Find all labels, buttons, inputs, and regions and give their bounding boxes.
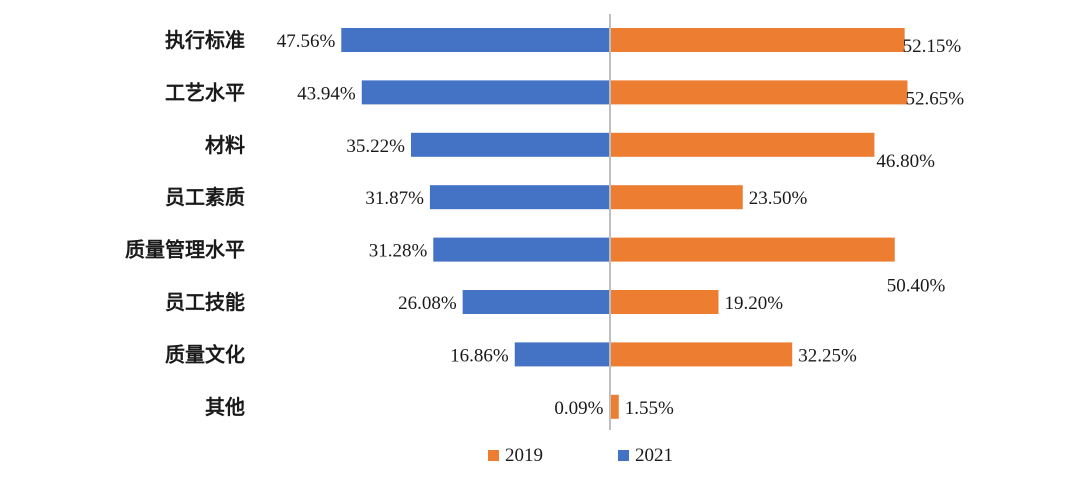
category-label-5: 员工技能 <box>165 290 245 314</box>
bar-2019-1 <box>610 80 908 105</box>
bar-2021-4 <box>433 237 610 262</box>
bar-2019-6 <box>610 342 793 367</box>
category-label-7: 其他 <box>205 395 245 419</box>
value-label-2021-5: 26.08% <box>398 293 457 314</box>
value-label-2019-3: 23.50% <box>749 188 808 209</box>
value-label-2019-2: 46.80% <box>876 151 935 172</box>
value-label-2019-7: 1.55% <box>625 398 674 419</box>
bar-2019-3 <box>610 185 743 210</box>
value-label-2021-1: 43.94% <box>297 83 356 104</box>
category-label-0: 执行标准 <box>165 28 245 52</box>
value-label-2021-0: 47.56% <box>277 31 336 52</box>
legend-label-2019: 2019 <box>505 445 543 466</box>
value-label-2021-4: 31.28% <box>369 241 428 262</box>
value-label-2019-0: 52.15% <box>903 36 962 57</box>
value-label-2021-7: 0.09% <box>554 398 603 419</box>
value-label-2021-3: 31.87% <box>365 188 424 209</box>
legend: 2019 2021 <box>488 445 673 466</box>
series-2019-bars <box>610 28 908 419</box>
bar-2021-5 <box>462 290 610 314</box>
value-label-2019-6: 32.25% <box>798 345 857 366</box>
bar-2019-4 <box>610 237 895 262</box>
category-label-4: 质量管理水平 <box>125 238 245 262</box>
bar-2019-0 <box>610 28 905 52</box>
bar-2021-1 <box>361 80 610 105</box>
bar-2019-2 <box>610 132 875 157</box>
legend-label-2021: 2021 <box>635 445 673 466</box>
bar-2019-7 <box>610 394 619 419</box>
bar-2021-2 <box>411 132 610 157</box>
value-labels: 47.56% 52.15% 43.94% 52.65% 35.22% 46.80% 31.8… <box>277 31 965 419</box>
bar-2021-3 <box>429 185 610 210</box>
legend-swatch-2019 <box>488 450 499 461</box>
value-label-2019-1: 52.65% <box>905 88 964 109</box>
series-2021-bars <box>341 28 610 419</box>
legend-swatch-2021 <box>618 450 629 461</box>
category-label-1: 工艺水平 <box>165 80 245 104</box>
bar-2021-0 <box>341 28 610 52</box>
value-label-2019-5: 19.20% <box>724 293 783 314</box>
bar-2021-6 <box>514 342 610 367</box>
value-label-2021-6: 16.86% <box>450 345 509 366</box>
category-label-6: 质量文化 <box>165 342 245 366</box>
category-label-3: 员工素质 <box>165 185 245 209</box>
value-label-2021-2: 35.22% <box>346 136 405 157</box>
bar-2019-5 <box>610 290 719 314</box>
category-label-2: 材料 <box>205 133 245 157</box>
value-label-2019-4: 50.40% <box>887 276 946 297</box>
